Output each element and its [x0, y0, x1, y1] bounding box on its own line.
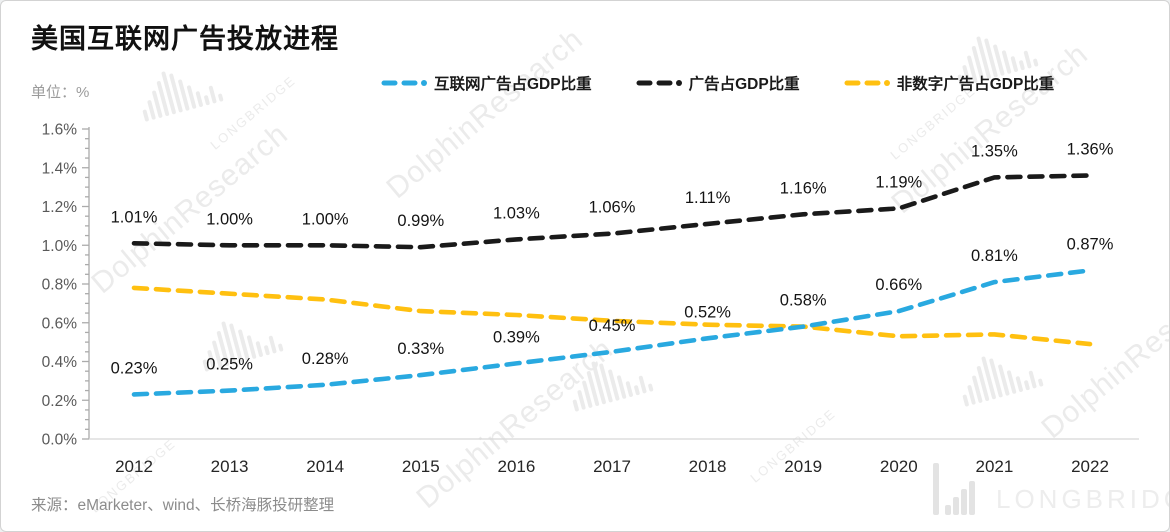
svg-text:0.6%: 0.6% — [42, 315, 78, 332]
watermark-bars-icon — [142, 71, 224, 122]
legend-item-total: 广告占GDP比重 — [636, 72, 800, 94]
longbridge-logo: LONGBRIDGE — [933, 463, 1169, 515]
svg-text:1.0%: 1.0% — [42, 238, 78, 255]
svg-text:1.2%: 1.2% — [42, 199, 78, 216]
source-note: 来源：eMarketer、wind、长桥海豚投研整理 — [31, 497, 335, 514]
series-line-total — [131, 173, 1093, 250]
svg-text:0.52%: 0.52% — [684, 303, 731, 321]
svg-text:0.45%: 0.45% — [589, 317, 636, 335]
svg-text:0.4%: 0.4% — [42, 354, 78, 371]
svg-text:0.81%: 0.81% — [971, 247, 1018, 265]
svg-text:0.2%: 0.2% — [42, 393, 78, 410]
legend-label: 非数字广告占GDP比重 — [896, 76, 1055, 93]
legend: 互联网广告占GDP比重 广告占GDP比重 非数字广告占GDP比重 — [381, 72, 1054, 94]
watermark-bars-icon — [957, 36, 1039, 87]
svg-text:2018: 2018 — [689, 457, 727, 476]
page-title: 美国互联网广告投放进程 — [31, 24, 339, 54]
svg-text:1.16%: 1.16% — [780, 179, 827, 197]
svg-text:2015: 2015 — [402, 457, 440, 476]
svg-text:1.36%: 1.36% — [1067, 141, 1114, 159]
dashed-line-swatch-icon — [381, 80, 427, 86]
legend-label: 广告占GDP比重 — [688, 76, 800, 93]
svg-text:0.8%: 0.8% — [42, 277, 78, 294]
svg-text:2021: 2021 — [975, 457, 1013, 476]
dashed-line-swatch-icon — [636, 80, 682, 86]
svg-text:1.6%: 1.6% — [42, 122, 78, 139]
svg-text:2022: 2022 — [1071, 457, 1109, 476]
series-labels-total: 1.01% 1.00% 1.00% 0.99% 1.03% 1.06% 1.11% 1.16%… — [111, 141, 1114, 231]
svg-text:1.4%: 1.4% — [42, 160, 78, 177]
dashed-line-swatch-icon — [844, 80, 890, 86]
svg-text:2014: 2014 — [306, 457, 344, 476]
svg-text:2019: 2019 — [784, 457, 822, 476]
svg-text:0.28%: 0.28% — [302, 350, 349, 368]
svg-text:0.87%: 0.87% — [1067, 235, 1114, 253]
svg-text:1.00%: 1.00% — [206, 210, 253, 228]
svg-text:1.03%: 1.03% — [493, 204, 540, 222]
watermark-bars-icon — [962, 356, 1044, 407]
svg-text:LONGBRIDGE: LONGBRIDGE — [996, 484, 1169, 514]
svg-text:2016: 2016 — [497, 457, 535, 476]
svg-text:1.01%: 1.01% — [111, 208, 158, 226]
svg-text:0.33%: 0.33% — [397, 340, 444, 358]
svg-text:0.39%: 0.39% — [493, 328, 540, 346]
svg-text:1.35%: 1.35% — [971, 142, 1018, 160]
svg-text:2017: 2017 — [593, 457, 631, 476]
svg-text:2020: 2020 — [880, 457, 918, 476]
series-line-nondigital — [131, 285, 1093, 347]
y-axis — [82, 127, 90, 440]
x-tick-labels: 2012 2013 2014 2015 2016 2017 2018 2019 2020 2021… — [115, 457, 1109, 476]
svg-text:0.99%: 0.99% — [397, 212, 444, 230]
svg-text:1.06%: 1.06% — [589, 199, 636, 217]
svg-text:0.25%: 0.25% — [206, 356, 253, 374]
legend-item-internet: 互联网广告占GDP比重 — [381, 72, 592, 94]
unit-label: 单位：% — [31, 84, 90, 101]
svg-text:2013: 2013 — [211, 457, 249, 476]
svg-text:1.19%: 1.19% — [875, 173, 922, 191]
watermark-bars-icon — [202, 321, 284, 372]
svg-text:0.66%: 0.66% — [875, 276, 922, 294]
svg-text:1.11%: 1.11% — [685, 189, 731, 207]
svg-text:0.0%: 0.0% — [42, 432, 78, 449]
watermark-bars-icon — [572, 361, 654, 412]
legend-item-nondigital: 非数字广告占GDP比重 — [844, 72, 1055, 94]
svg-text:2012: 2012 — [115, 457, 153, 476]
y-tick-labels: 0.0% 0.2% 0.4% 0.6% 0.8% 1.0% 1.2% 1.4% 1.6% — [42, 122, 78, 449]
series-line-internet — [131, 268, 1093, 397]
svg-text:1.00%: 1.00% — [302, 210, 349, 228]
legend-label: 互联网广告占GDP比重 — [434, 76, 592, 93]
svg-text:0.23%: 0.23% — [111, 359, 158, 377]
svg-text:0.58%: 0.58% — [780, 292, 827, 310]
series-labels-internet: 0.23% 0.25% 0.28% 0.33% 0.39% 0.45% 0.52% 0.58%… — [111, 235, 1114, 377]
